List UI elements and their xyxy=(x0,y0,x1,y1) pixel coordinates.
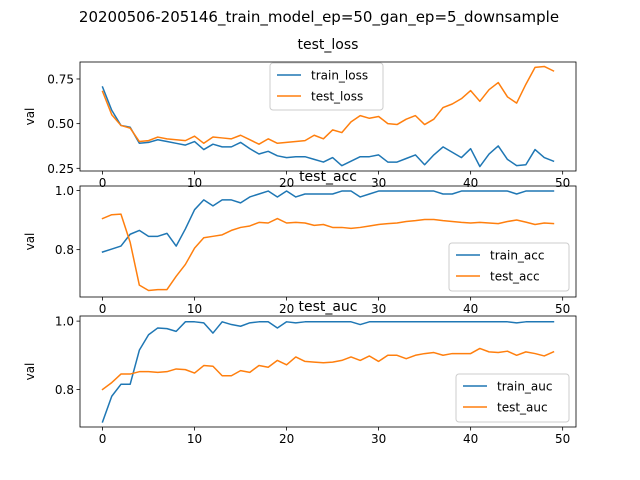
legend-label-test_acc: test_acc xyxy=(490,270,540,284)
y-axis-label: val xyxy=(23,108,37,126)
series-line-train_auc xyxy=(101,321,555,423)
x-tick-label-0: 0 xyxy=(99,302,107,316)
x-tick-label-10: 10 xyxy=(187,302,202,316)
x-tick-label-50: 50 xyxy=(555,176,570,190)
series-line-test_loss xyxy=(101,65,555,145)
axes-frame xyxy=(79,315,577,428)
x-tick-label-30: 30 xyxy=(371,302,386,316)
panel-2: 0 10 20 30 40 500.81.0valtest_acctrain_acctes… xyxy=(23,169,577,316)
legend-label-train_auc: train_auc xyxy=(497,380,553,394)
y-tick-label-0.8: 0.8 xyxy=(55,383,74,397)
series-line-train_loss xyxy=(101,86,555,168)
legend-label-train_loss: train_loss xyxy=(311,69,368,83)
chart-title: test_auc xyxy=(298,299,357,315)
y-tick-label-0.8: 0.8 xyxy=(55,243,74,257)
x-tick-label-40: 40 xyxy=(463,176,478,190)
chart-title: test_acc xyxy=(299,169,357,185)
panel-1: 0 10 20 30 40 500.250.500.75valtest_losstrain… xyxy=(23,37,577,190)
y-tick-label-1.0: 1.0 xyxy=(55,184,74,198)
y-axis-label: val xyxy=(23,363,37,381)
x-tick-label-0: 0 xyxy=(99,432,107,446)
x-tick-label-20: 20 xyxy=(279,176,294,190)
x-tick-label-40: 40 xyxy=(463,302,478,316)
series-line-train_acc xyxy=(101,190,555,253)
y-tick-label-0.75: 0.75 xyxy=(47,72,74,86)
x-tick-label-50: 50 xyxy=(555,432,570,446)
x-tick-label-10: 10 xyxy=(187,432,202,446)
figure-suptitle: 20200506-205146_train_model_ep=50_gan_ep… xyxy=(79,8,559,27)
y-axis-label: val xyxy=(23,233,37,251)
legend-label-test_loss: test_loss xyxy=(311,90,363,104)
legend: train_auc test_auc xyxy=(455,373,570,423)
chart-title: test_loss xyxy=(298,37,359,53)
y-tick-label-0.25: 0.25 xyxy=(47,162,74,176)
x-tick-label-30: 30 xyxy=(371,432,386,446)
y-tick-label-1.0: 1.0 xyxy=(55,315,74,329)
x-tick-label-20: 20 xyxy=(279,302,294,316)
y-tick-label-0.50: 0.50 xyxy=(47,117,74,131)
axes-frame xyxy=(79,185,577,298)
legend-label-train_acc: train_acc xyxy=(490,249,544,263)
legend: train_loss test_loss xyxy=(269,62,384,111)
panel-3: 0 10 20 30 40 500.81.0valtest_auctrain_auctes… xyxy=(23,299,577,446)
x-tick-label-50: 50 xyxy=(555,302,570,316)
x-tick-label-10: 10 xyxy=(187,176,202,190)
legend: train_acc test_acc xyxy=(448,242,570,292)
series-line-test_auc xyxy=(101,347,555,391)
axes-frame xyxy=(79,61,577,172)
x-tick-label-40: 40 xyxy=(463,432,478,446)
legend-label-test_auc: test_auc xyxy=(497,401,548,415)
x-tick-label-30: 30 xyxy=(371,176,386,190)
x-tick-label-0: 0 xyxy=(99,176,107,190)
x-tick-label-20: 20 xyxy=(279,432,294,446)
series-line-test_acc xyxy=(101,213,555,292)
